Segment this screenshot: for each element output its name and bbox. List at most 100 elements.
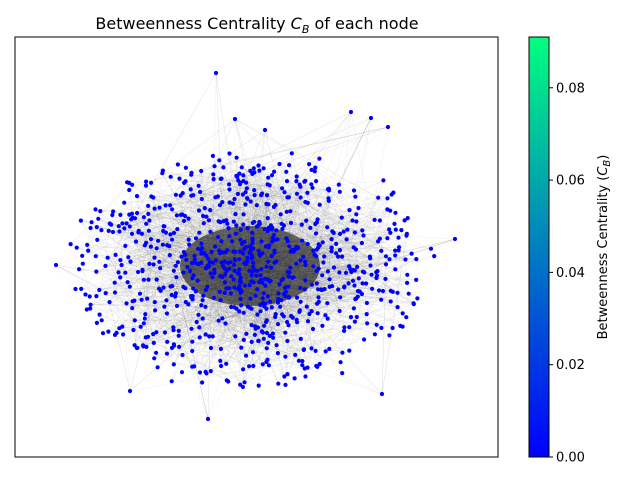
network-node xyxy=(237,272,242,277)
network-node xyxy=(374,275,379,281)
network-edge xyxy=(277,210,391,240)
network-edge xyxy=(198,187,313,211)
network-node xyxy=(303,262,308,267)
network-node xyxy=(226,379,231,384)
network-node xyxy=(275,300,281,305)
network-edge xyxy=(314,171,356,233)
network-node xyxy=(189,260,194,266)
network-node xyxy=(268,265,274,270)
network-node xyxy=(110,212,115,218)
network-edge xyxy=(198,314,328,319)
network-edge xyxy=(318,242,362,245)
network-edge xyxy=(304,181,340,312)
network-node xyxy=(241,173,246,178)
network-edge xyxy=(130,188,329,262)
network-edge xyxy=(266,348,330,350)
network-node xyxy=(385,124,391,130)
network-node xyxy=(155,365,160,370)
network-edge xyxy=(283,220,405,317)
network-node xyxy=(232,305,237,310)
network-node xyxy=(177,344,182,349)
network-edge xyxy=(192,317,407,352)
network-edge xyxy=(147,239,152,337)
network-node xyxy=(163,230,168,235)
network-edge xyxy=(129,182,211,211)
network-edge xyxy=(221,178,398,293)
network-edge xyxy=(76,246,151,248)
network-node xyxy=(239,165,244,170)
network-node xyxy=(250,241,255,246)
network-edge xyxy=(121,167,316,266)
network-edge xyxy=(278,293,383,395)
network-node xyxy=(94,269,99,274)
network-edge xyxy=(80,220,195,257)
network-node xyxy=(219,363,224,369)
network-node xyxy=(311,248,316,253)
network-edge xyxy=(135,241,149,280)
network-node xyxy=(234,155,239,160)
network-edge xyxy=(219,188,329,206)
network-edge xyxy=(296,180,400,248)
network-edge xyxy=(339,250,382,300)
network-node xyxy=(181,270,186,275)
network-node xyxy=(245,196,250,201)
network-edge xyxy=(118,226,173,287)
network-edge xyxy=(240,233,341,385)
network-node xyxy=(125,180,130,185)
network-node xyxy=(154,246,159,251)
network-edge xyxy=(145,118,236,315)
network-node xyxy=(264,330,269,336)
network-edge xyxy=(192,341,212,349)
network-edge xyxy=(180,195,207,217)
network-node xyxy=(311,264,316,269)
network-edge xyxy=(346,239,417,281)
network-edge xyxy=(178,291,360,336)
network-node xyxy=(107,300,112,305)
network-node xyxy=(360,269,366,274)
network-node xyxy=(188,187,193,192)
network-node xyxy=(248,296,253,301)
network-node xyxy=(139,231,144,236)
network-node xyxy=(393,210,398,215)
network-node xyxy=(354,219,359,224)
network-edge xyxy=(55,264,76,290)
network-node xyxy=(292,376,297,381)
network-edge xyxy=(105,265,144,346)
network-node xyxy=(320,323,325,328)
network-node xyxy=(262,127,268,133)
network-node xyxy=(244,186,249,191)
network-node xyxy=(146,203,151,208)
network-edge xyxy=(311,169,353,270)
network-node xyxy=(261,166,266,171)
network-edge xyxy=(162,195,268,245)
network-edge xyxy=(175,165,290,195)
network-node xyxy=(103,291,108,296)
network-node xyxy=(162,330,168,335)
network-node xyxy=(146,211,151,216)
network-node xyxy=(273,202,278,208)
network-edge xyxy=(155,286,171,353)
network-node xyxy=(362,337,367,342)
network-node xyxy=(403,257,408,262)
network-node xyxy=(85,242,90,247)
network-edge xyxy=(284,192,345,287)
network-edge xyxy=(348,210,350,284)
network-edge xyxy=(208,117,372,221)
network-edge xyxy=(266,194,392,334)
network-edge xyxy=(241,167,371,258)
network-node xyxy=(105,255,110,260)
network-node xyxy=(232,196,237,202)
network-node xyxy=(402,218,407,223)
network-edge xyxy=(307,202,407,318)
network-node xyxy=(285,338,290,344)
network-node xyxy=(97,287,102,293)
network-node xyxy=(164,311,170,316)
network-edge xyxy=(297,111,352,248)
network-edge xyxy=(139,293,268,360)
network-node xyxy=(220,200,225,205)
network-node xyxy=(197,230,202,235)
network-edge xyxy=(170,176,175,233)
network-node xyxy=(118,212,123,217)
network-edge xyxy=(297,220,405,248)
network-edge xyxy=(239,184,399,238)
